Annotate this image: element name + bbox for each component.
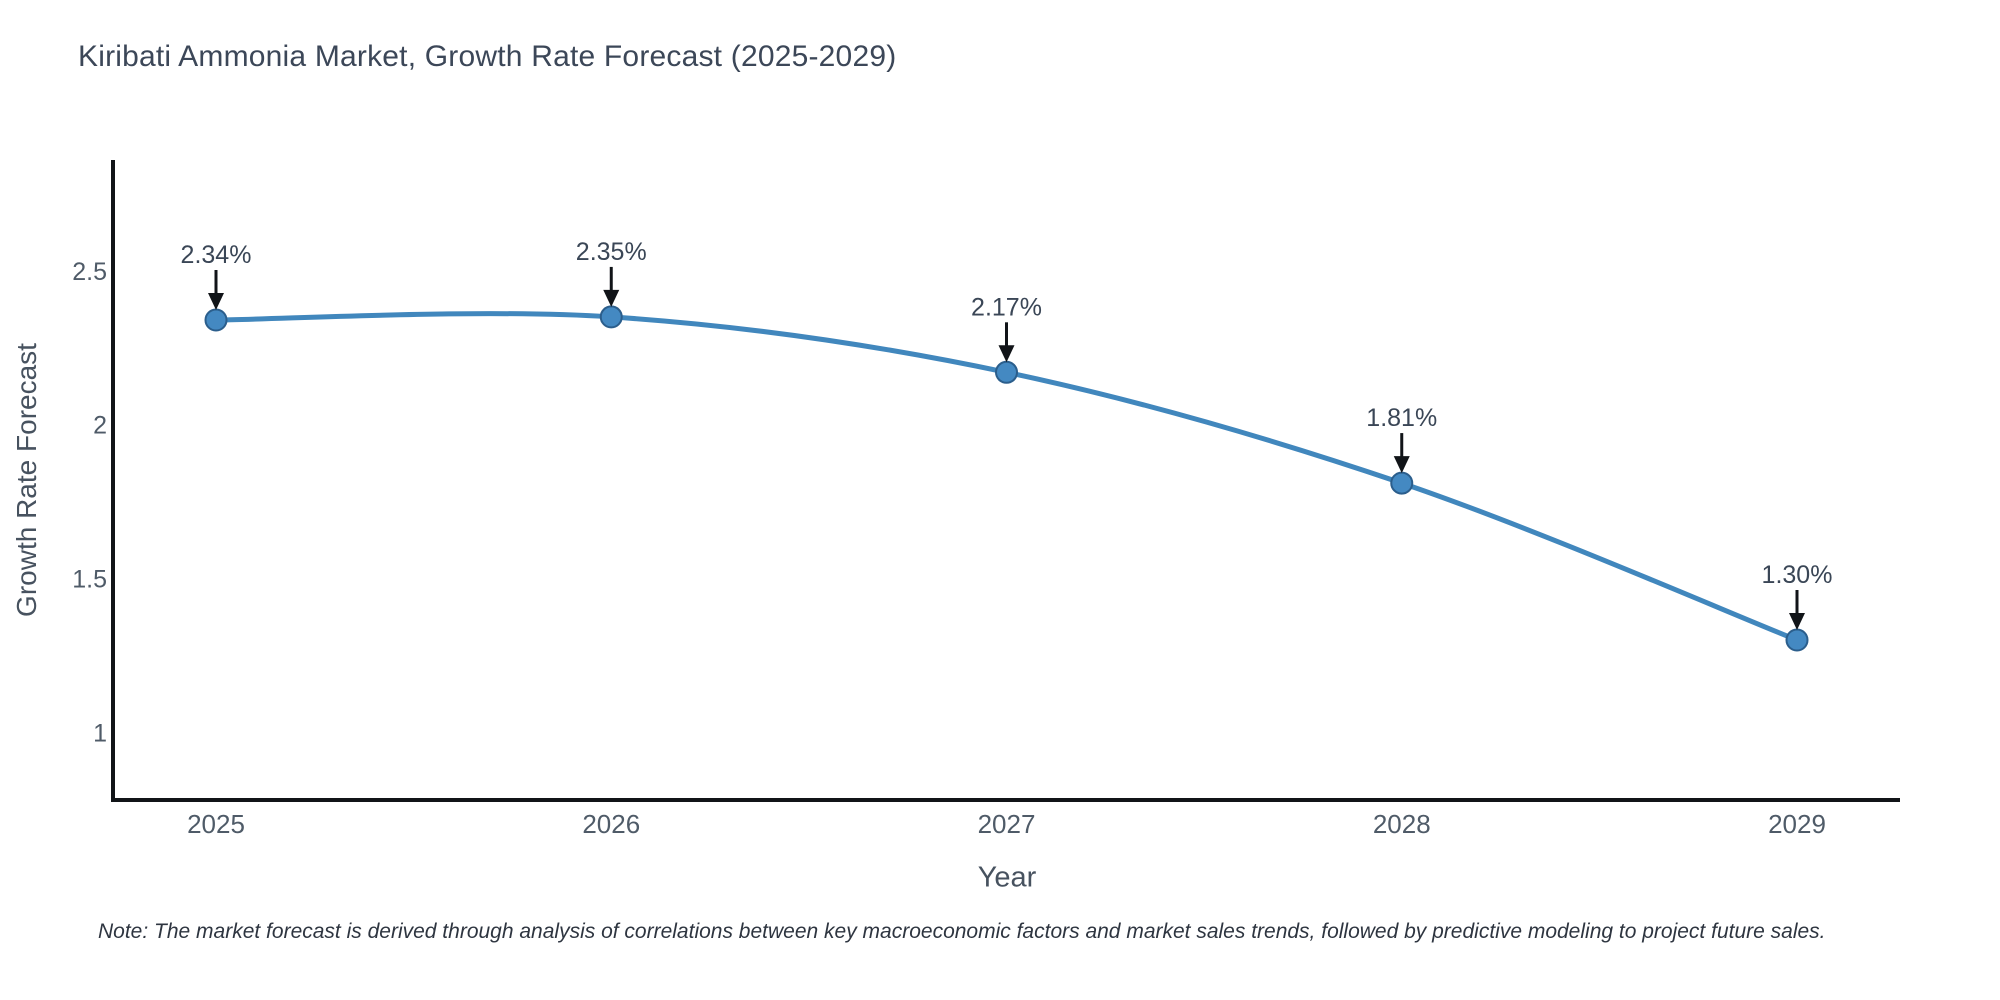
data-point-label: 1.30%: [1762, 561, 1833, 589]
y-axis-tick-label: 1.5: [72, 565, 107, 593]
y-axis-tick-label: 2: [93, 412, 107, 440]
annotation-arrow-head: [1393, 456, 1410, 474]
annotation-arrow-head: [998, 345, 1015, 363]
annotation-arrow-head: [1789, 613, 1805, 630]
data-point-label: 1.81%: [1366, 404, 1437, 432]
chart-title: Kiribati Ammonia Market, Growth Rate For…: [78, 40, 897, 73]
x-axis-tick-label: 2029: [1768, 809, 1826, 839]
data-point-marker: [1785, 628, 1809, 652]
data-point-label: 2.35%: [576, 238, 647, 266]
data-point-label: 2.17%: [971, 293, 1042, 321]
data-point-label: 2.34%: [181, 241, 252, 269]
x-axis-tick-label: 2028: [1373, 809, 1431, 839]
data-point-marker: [995, 360, 1018, 384]
x-axis-title: Year: [977, 861, 1037, 894]
footnote: Note: The market forecast is derived thr…: [98, 920, 1826, 943]
y-axis-tick-label: 1: [93, 719, 107, 747]
data-point-marker: [599, 305, 623, 329]
data-point-marker: [1390, 471, 1414, 495]
x-axis-tick-label: 2026: [582, 809, 640, 839]
data-point-marker: [204, 308, 228, 332]
x-axis-tick-label: 2027: [978, 809, 1036, 839]
annotation-arrow-head: [208, 293, 224, 310]
annotation-arrow-head: [603, 289, 620, 307]
y-axis-title: Growth Rate Forecast: [11, 343, 42, 617]
y-axis-tick-label: 2.5: [72, 258, 107, 286]
x-axis-tick-label: 2025: [187, 809, 245, 839]
